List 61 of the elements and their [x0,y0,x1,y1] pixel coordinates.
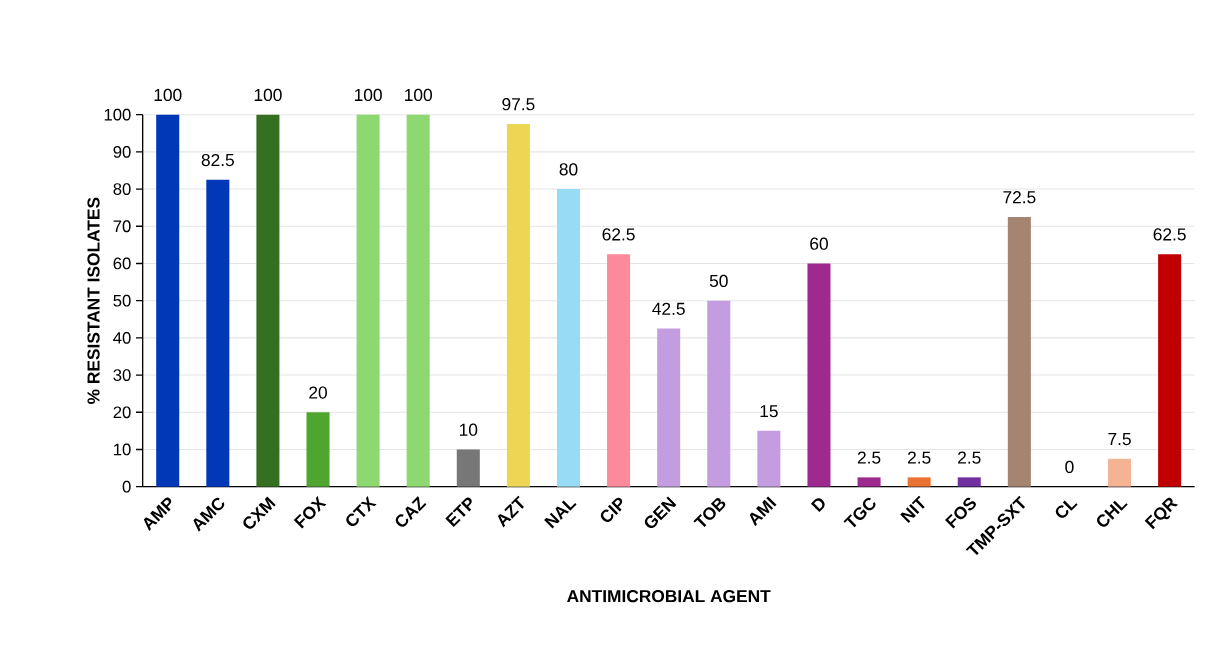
x-tick-label: CIP [600,497,623,522]
bar [857,477,881,487]
data-label: 42.5 [652,302,685,315]
bar [1158,254,1182,487]
bar [306,412,330,487]
data-label: 100 [354,88,382,102]
data-label: 100 [405,88,432,102]
y-axis-title: % RESISTANT ISOLATES [87,197,100,404]
bar [657,328,681,487]
bar [556,189,581,487]
bar [1007,216,1031,487]
x-tick-label: NIT [900,495,925,523]
bar [256,114,280,487]
y-tick-label: 70 [113,220,131,233]
bar [1108,458,1132,487]
bar [406,114,430,487]
data-label: 2.5 [958,451,981,464]
bar [907,477,931,487]
y-tick-label: 10 [114,443,131,456]
y-tick-label: 80 [113,183,131,195]
data-label: 0 [1065,460,1074,474]
data-label: 72.5 [1003,191,1036,204]
data-label: 100 [254,88,282,102]
data-label: 62.5 [602,228,635,241]
data-label: 2.5 [857,451,881,464]
data-label: 97.5 [502,98,535,111]
bar [607,254,631,487]
bar [456,449,480,487]
data-label: 7.5 [1108,433,1131,446]
y-tick-label: 90 [113,145,131,158]
data-label: 80 [559,163,578,176]
y-tick-label: 100 [104,108,131,121]
y-tick-label: 0 [122,480,131,493]
bar [757,430,781,487]
bar [156,114,180,487]
y-tick-label: 40 [113,331,131,344]
x-tick-label: CL [1055,500,1078,518]
x-tick-label: CHL [1097,500,1128,527]
bar [206,179,230,487]
y-tick-label: 60 [113,257,131,270]
bar [506,123,530,487]
y-tick-label: 50 [113,294,131,307]
data-label: 60 [810,237,828,250]
data-label: 62.5 [1153,228,1186,241]
data-label: 50 [709,274,728,288]
y-tick-label: 30 [113,369,131,381]
x-tick-label: D [810,498,825,513]
data-label: 10 [459,423,478,436]
x-tick-label: NAL [544,500,577,529]
data-label: 15 [760,405,778,418]
y-tick-label: 20 [113,406,131,419]
data-label: 82.5 [201,153,234,167]
data-label: 20 [309,386,327,399]
bar [707,300,731,487]
x-axis-title: ANTIMICROBIAL AGENT [567,589,771,603]
data-label: 2.5 [907,451,931,464]
bar [807,263,831,487]
x-tick-label: TOB [693,498,726,527]
bar [356,114,380,487]
data-label: 100 [154,88,182,102]
bar [957,477,981,487]
